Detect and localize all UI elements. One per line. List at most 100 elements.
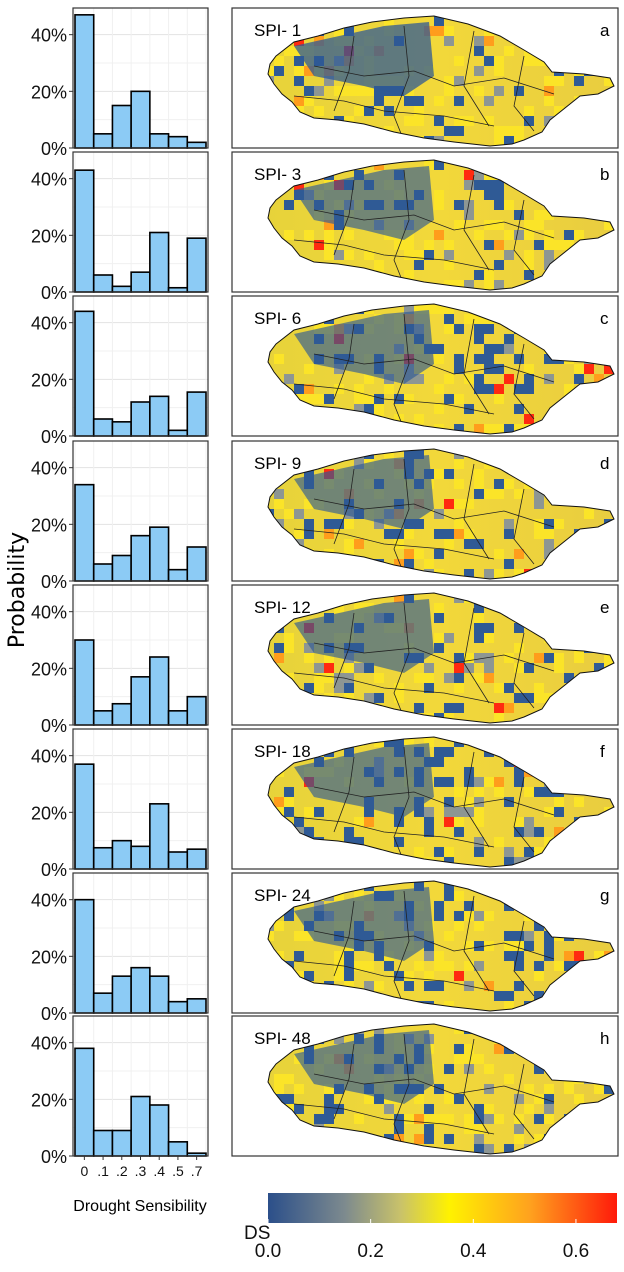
x-tick-label: .5	[172, 1163, 184, 1179]
map-panel-d: SPI- 9 d	[231, 440, 619, 582]
histogram-panel-d: 0% 20% 40%	[31, 440, 209, 592]
histogram-bar-h-.3	[130, 1095, 151, 1157]
panel-letter-e: e	[600, 598, 609, 617]
histogram-bar-f-.5	[167, 851, 189, 870]
histogram-bar-h-.5	[167, 1141, 189, 1157]
histogram-bar-d-.3	[130, 534, 151, 582]
x-tick-label: .1	[97, 1163, 109, 1179]
histogram-bar-b-.1	[92, 274, 114, 293]
y-tick-label: 0%	[41, 1004, 67, 1024]
y-tick-label: 40%	[31, 459, 67, 479]
y-tick-label: 20%	[31, 947, 67, 967]
map-outline	[267, 736, 615, 868]
map-outline	[267, 159, 615, 291]
histogram-panel-e: 0% 20% 40%	[31, 584, 209, 736]
histogram-bar-d-.5	[167, 568, 189, 582]
colorbar-tick-label: 0.4	[460, 1241, 487, 1262]
histogram-bar-d-.1	[92, 563, 114, 582]
histogram-bar-a-.4	[149, 133, 170, 149]
map-outline	[267, 1023, 615, 1155]
panel-letter-a: a	[600, 21, 610, 40]
colorbar-gradient	[268, 1193, 617, 1223]
panel-frame	[72, 295, 209, 437]
histogram-bar-a-.1	[92, 133, 114, 149]
y-tick-label: 0%	[41, 427, 67, 447]
histogram-bar-c-.4	[149, 395, 170, 437]
y-tick-label: 0%	[41, 860, 67, 880]
histogram-bar-f-0	[74, 763, 95, 870]
histogram-bar-c-.5	[167, 429, 189, 437]
colorbar: DS 0.0 0.2 0.4 0.6	[244, 1193, 617, 1262]
map-label-a: SPI- 1	[254, 21, 301, 40]
map-label-d: SPI- 9	[254, 454, 301, 473]
y-tick-label: 20%	[31, 226, 67, 246]
map-panel-g: SPI- 24 g	[231, 872, 619, 1014]
map-outline	[267, 880, 615, 1012]
panel-frame	[72, 872, 209, 1014]
y-tick-label: 40%	[31, 314, 67, 334]
x-axis-label: Drought Sensibility	[73, 1198, 206, 1215]
y-tick-label: 0%	[41, 139, 67, 159]
histogram-bar-h-.4	[149, 1104, 170, 1157]
map-label-g: SPI- 24	[254, 886, 311, 905]
histogram-panel-f: 0% 20% 40%	[31, 728, 209, 880]
histogram-bar-f-.4	[149, 803, 170, 870]
colorbar-tick-label: 0.2	[357, 1241, 383, 1262]
panel-frame	[72, 584, 209, 726]
histogram-bar-c-.7	[186, 391, 207, 437]
histogram-bar-c-.2	[111, 421, 132, 437]
panel-letter-f: f	[600, 742, 605, 761]
histogram-bar-a-.7	[186, 141, 207, 149]
colorbar-tick-label: 0.6	[563, 1241, 589, 1262]
histogram-bar-b-.2	[111, 285, 132, 293]
histogram-bar-b-.4	[149, 231, 170, 293]
histogram-bar-h-.1	[92, 1129, 114, 1157]
histogram-bar-d-.2	[111, 554, 132, 582]
colorbar-tick-label: 0.0	[255, 1241, 281, 1262]
y-tick-label: 0%	[41, 1147, 67, 1167]
y-tick-label: 40%	[31, 747, 67, 767]
histogram-bar-b-.7	[186, 237, 207, 293]
x-tick-label: 0	[80, 1163, 88, 1179]
histogram-bar-c-.3	[130, 401, 151, 437]
map-panel-h: SPI- 48 h	[231, 1015, 619, 1157]
y-tick-label: 40%	[31, 891, 67, 911]
histogram-bar-f-.1	[92, 846, 114, 870]
histogram-panel-a: 0% 20% 40%	[31, 7, 209, 159]
histogram-panel-c: 0% 20% 40%	[31, 295, 209, 447]
histogram-bar-g-.7	[186, 998, 207, 1014]
panel-letter-g: g	[600, 886, 609, 905]
histogram-bar-f-.7	[186, 848, 207, 870]
histogram-bar-b-0	[74, 169, 95, 293]
histogram-bar-e-0	[74, 639, 95, 726]
map-panel-e: SPI- 12 e	[231, 584, 619, 726]
histogram-bar-c-0	[74, 310, 95, 437]
y-tick-label: 0%	[41, 283, 67, 303]
histogram-bar-f-.2	[111, 839, 132, 870]
histogram-bar-g-.5	[167, 1000, 189, 1014]
panel-frame	[72, 7, 209, 149]
panel-background	[73, 152, 208, 292]
panel-frame	[72, 440, 209, 582]
map-panel-a: SPI- 1 a	[231, 7, 619, 149]
histogram-bar-g-.2	[111, 975, 132, 1014]
histogram-bar-h-.2	[111, 1129, 132, 1157]
x-tick-label: .7	[191, 1163, 203, 1179]
histogram-bar-a-.5	[167, 135, 189, 149]
histogram-bar-e-.1	[92, 710, 114, 726]
x-tick-label: .2	[116, 1163, 128, 1179]
panel-letter-c: c	[600, 309, 609, 328]
y-tick-label: 20%	[31, 370, 67, 390]
map-panel-b: SPI- 3 b	[231, 151, 619, 293]
histogram-bar-g-.3	[130, 966, 151, 1014]
histogram-bar-h-0	[74, 1047, 95, 1157]
map-outline	[267, 15, 615, 147]
y-tick-label: 20%	[31, 659, 67, 679]
histogram-bar-e-.3	[130, 676, 151, 726]
histogram-bar-c-.1	[92, 418, 114, 437]
x-tick-labels: 0 .1 .2 .3 .4 .5 .7	[80, 1156, 203, 1179]
histogram-bar-g-0	[74, 898, 95, 1014]
map-outline	[267, 448, 615, 580]
histogram-bar-b-.3	[130, 271, 151, 293]
